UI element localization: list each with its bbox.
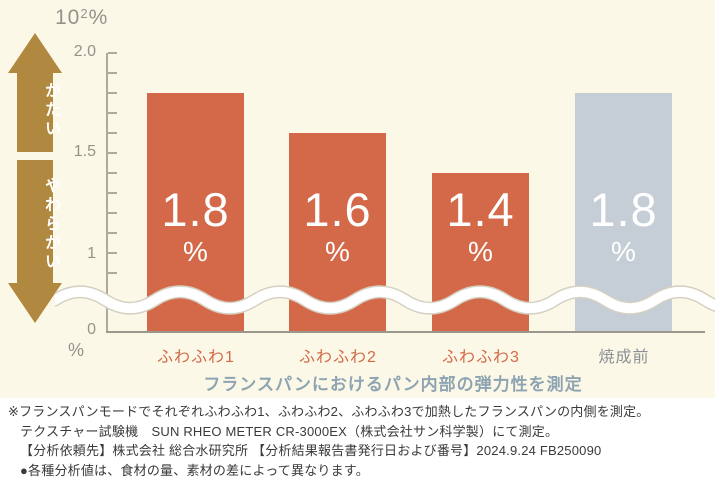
bar-value-fuwafuwa2: 1.6 % [289,186,386,266]
bar-value-fuwafuwa3: 1.4 % [432,186,529,266]
footnote-line: ●各種分析値は、食材の量、素材の差によって異なります。 [8,461,715,480]
x-label-fuwafuwa3: ふわふわ3 [411,343,551,367]
footnote-line: テクスチャー試験機 SUN RHEO METER CR-3000EX（株式会社サ… [8,422,715,442]
bar-value-unit: % [432,238,529,266]
y-tick-label-0: 0 [62,321,96,339]
footnote-line: ※フランスパンモードでそれぞれふわふわ1、ふわふわ2、ふわふわ3で加熱したフラン… [8,402,715,422]
arrow-label-soft: やわらかい [8,169,62,279]
y-tick-label-1.5: 1.5 [62,143,96,161]
bar-value-unit: % [575,238,672,266]
y-scale-exponent-label: 102% [55,6,108,30]
bar-value-unit: % [289,238,386,266]
arrow-label-hard: かたい [8,71,62,149]
x-label-fuwafuwa1: ふわふわ1 [126,343,266,367]
x-label-yakuseimae: 焼成前 [554,343,694,367]
hardness-axis-arrow: かたい やわらかい [8,33,62,323]
bar-value-number: 1.8 [147,186,244,233]
x-axis-line [106,331,705,333]
y-axis-unit-label: % [68,340,84,361]
footnote-line: 【分析依頼先】株式会社 総合水研究所 【分析結果報告書発行日および番号】2024… [8,441,715,461]
bar-value-number: 1.6 [289,186,386,233]
bar-value-fuwafuwa1: 1.8 % [147,186,244,266]
bar-value-number: 1.4 [432,186,529,233]
bar-value-yakuseimae: 1.8 % [575,186,672,266]
bar-value-number: 1.8 [575,186,672,233]
chart-title: フランスパンにおけるパン内部の弾力性を測定 [0,370,715,395]
y-tick-label-2.0: 2.0 [62,43,96,61]
axis-break-wave-icon [55,282,715,318]
chart-panel: 102% かたい やわらかい 2.0 1.5 1 0 % 1.8 % 1.6 [0,0,715,398]
y-axis-ticks [108,52,117,276]
footnotes: ※フランスパンモードでそれぞれふわふわ1、ふわふわ2、ふわふわ3で加熱したフラン… [8,402,715,480]
x-label-fuwafuwa2: ふわふわ2 [268,343,408,367]
bar-value-unit: % [147,238,244,266]
y-tick-label-1: 1 [62,245,96,263]
